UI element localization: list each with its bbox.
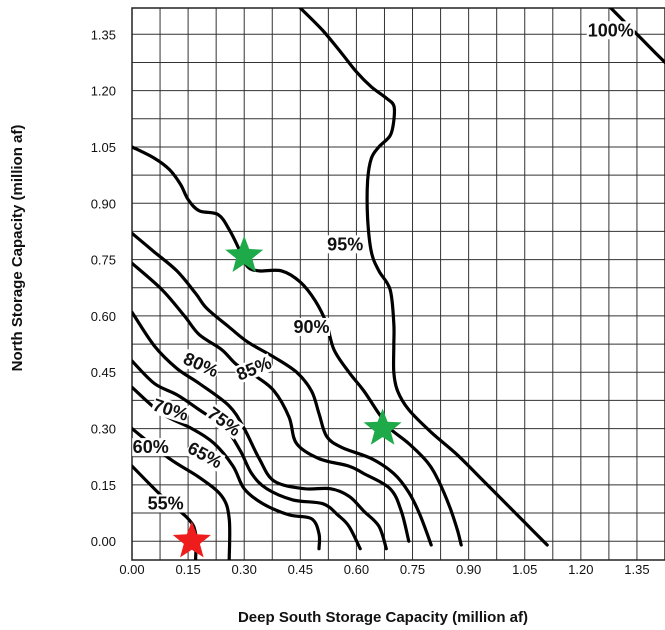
contour-labels: 55%60% 65%70% 75%80% 85%90%95%100% <box>132 20 635 513</box>
contour-label: 55% <box>147 493 185 513</box>
y-tick-label: 1.20 <box>91 84 116 99</box>
star-marker <box>363 408 402 445</box>
contour-label: 75% <box>203 403 245 440</box>
contour-label: 85% <box>233 353 275 385</box>
plot-frame <box>131 7 665 561</box>
contour-label-backing <box>233 353 275 384</box>
x-tick-label: 0.45 <box>288 562 313 577</box>
star-marker <box>225 235 264 272</box>
y-tick-label: 1.05 <box>91 140 116 155</box>
contour-label: 65% <box>184 438 226 473</box>
y-tick-label: 0.60 <box>91 309 116 324</box>
grid <box>131 7 665 561</box>
contour-line-60pct <box>132 427 232 560</box>
contour-label-text: 60% <box>133 437 169 457</box>
y-tick-label: 0.30 <box>91 422 116 437</box>
tick-labels: 0.00 0.15 0.30 0.45 0.60 0.75 0.90 1.05 1.20 1.35… <box>91 27 650 577</box>
x-axis-title: Deep South Storage Capacity (million af) <box>238 609 528 626</box>
y-tick-label: 0.90 <box>91 196 116 211</box>
markers <box>172 235 402 558</box>
contour-label-backing <box>180 349 222 381</box>
x-tick-label: 0.60 <box>344 562 369 577</box>
contour-line-95pct <box>298 8 549 547</box>
contour-lines <box>132 8 665 560</box>
contour-line-65pct <box>132 385 322 551</box>
contour-line-100pct <box>609 8 665 65</box>
contour-label-text: 95% <box>327 234 363 254</box>
contour-label-backing <box>184 438 226 472</box>
contour-label-backing <box>203 403 245 440</box>
x-tick-label: 0.75 <box>400 562 425 577</box>
y-tick-label: 0.45 <box>91 365 116 380</box>
contour-line-70pct <box>132 359 362 551</box>
x-tick-label: 1.20 <box>568 562 593 577</box>
x-tick-label: 1.05 <box>512 562 537 577</box>
contour-label-backing <box>147 494 185 513</box>
contour-label: 60% <box>132 437 170 457</box>
contour-label: 90% <box>293 317 331 337</box>
contour-label-backing <box>326 235 364 254</box>
x-tick-label: 0.15 <box>175 562 200 577</box>
x-tick-label: 1.35 <box>624 562 649 577</box>
contour-label-text: 75% <box>204 403 245 440</box>
x-tick-label: 0.30 <box>232 562 257 577</box>
y-tick-label: 1.35 <box>91 27 116 42</box>
contour-label: 95% <box>326 234 364 254</box>
contour-label: 100% <box>586 20 635 40</box>
contour-line-85pct <box>132 231 433 547</box>
contour-line-75pct <box>132 310 388 551</box>
x-tick-label: 0.90 <box>456 562 481 577</box>
contour-label-backing <box>293 317 331 336</box>
x-tick-label: 0.00 <box>119 562 144 577</box>
star-marker <box>172 521 211 558</box>
contour-line-80pct <box>132 261 411 543</box>
contour-label-backing <box>150 395 192 425</box>
contour-label-text: 90% <box>294 317 330 337</box>
contour-label-text: 55% <box>148 493 184 513</box>
contour-label-text: 100% <box>588 20 634 40</box>
contour-label-backing <box>132 438 170 457</box>
y-tick-label: 0.75 <box>91 253 116 268</box>
contour-label-text: 85% <box>233 353 274 385</box>
contour-line-90pct <box>132 145 463 547</box>
y-axis-title: North Storage Capacity (million af) <box>9 125 26 372</box>
contour-label-backing <box>586 21 635 40</box>
y-tick-label: 0.00 <box>91 534 116 549</box>
y-tick-label: 0.15 <box>91 478 116 493</box>
